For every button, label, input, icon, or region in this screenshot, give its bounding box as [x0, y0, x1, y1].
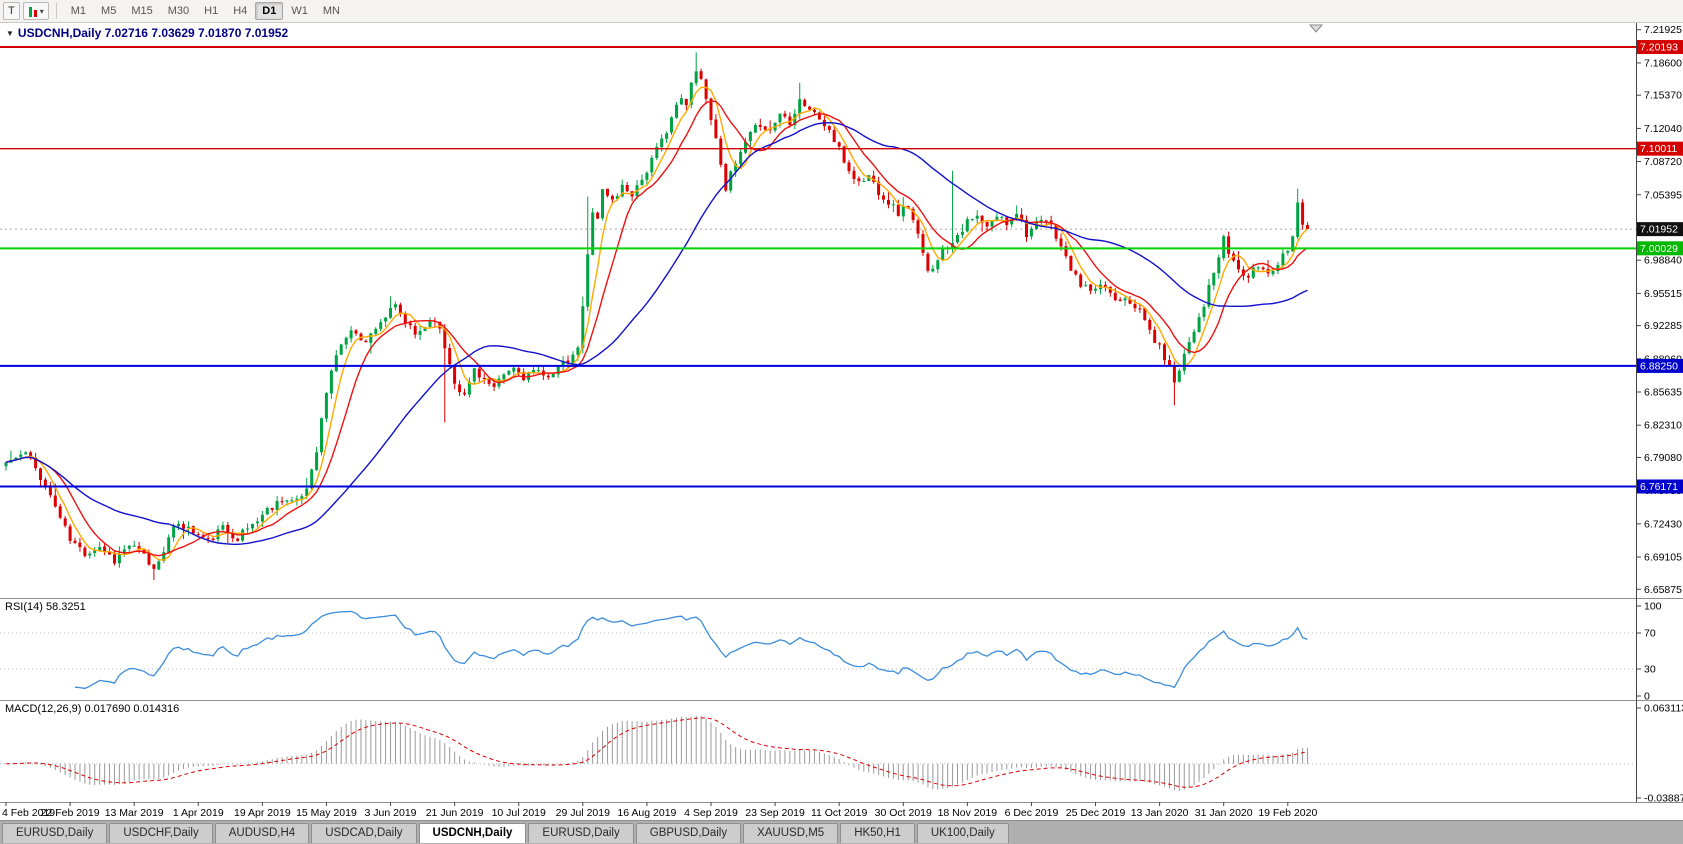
collapse-triangle-icon[interactable]: ▼: [6, 29, 14, 38]
svg-text:15 May 2019: 15 May 2019: [296, 807, 357, 819]
svg-text:13 Jan 2020: 13 Jan 2020: [1131, 807, 1189, 819]
svg-text:31 Jan 2020: 31 Jan 2020: [1195, 807, 1253, 819]
chart-canvas[interactable]: 7.21925 7.18600 7.15370 7.12040 7.08720 7.053…: [0, 0, 1683, 820]
svg-text:6.65875: 6.65875: [1644, 584, 1682, 596]
toolbar-button-t[interactable]: T: [3, 2, 20, 20]
top-toolbar: T ▾ M1 M5 M15 M30 H1 H4 D1 W1 MN: [0, 0, 1683, 23]
svg-text:6.85635: 6.85635: [1644, 387, 1682, 399]
timeframe-buttons: M1 M5 M15 M30 H1 H4 D1 W1 MN: [64, 2, 347, 20]
timeframe-button-w1[interactable]: W1: [284, 2, 315, 20]
chart-tab-5-eurusd-daily[interactable]: EURUSD,Daily: [528, 823, 634, 843]
svg-text:25 Dec 2019: 25 Dec 2019: [1066, 807, 1126, 819]
timeframe-button-m30[interactable]: M30: [161, 2, 196, 20]
ma-10-line: [5, 100, 1308, 557]
rsi-line: [74, 610, 1308, 690]
svg-text:7.12040: 7.12040: [1644, 123, 1682, 135]
ma-34-line: [5, 121, 1308, 545]
svg-text:-0.038872: -0.038872: [1644, 793, 1683, 805]
toolbar-separator: [55, 3, 57, 19]
svg-text:7.05395: 7.05395: [1644, 189, 1682, 201]
svg-text:7.10011: 7.10011: [1640, 143, 1677, 155]
price-axis-labels: 7.21925 7.18600 7.15370 7.12040 7.08720 7.053…: [1636, 24, 1682, 596]
svg-text:23 Sep 2019: 23 Sep 2019: [745, 807, 805, 819]
chart-tab-9-uk100-daily[interactable]: UK100,Daily: [916, 823, 1009, 843]
chart-objects-dropdown-button[interactable]: ▾: [22, 2, 49, 20]
candles-layer: [4, 52, 1309, 580]
svg-text:19 Feb 2020: 19 Feb 2020: [1258, 807, 1317, 819]
rsi-pane: 100 70 30 0: [0, 601, 1662, 703]
macd-pane: 0.063113 -0.038872: [0, 703, 1683, 805]
svg-text:1 Apr 2019: 1 Apr 2019: [173, 807, 224, 819]
svg-text:0.063113: 0.063113: [1644, 703, 1683, 715]
symbol-ohlc-label: USDCNH,Daily 7.02716 7.03629 7.01870 7.0…: [17, 26, 289, 40]
svg-text:6.98840: 6.98840: [1644, 255, 1682, 267]
chart-shift-marker-icon[interactable]: [1308, 24, 1324, 33]
timeframe-button-d1[interactable]: D1: [255, 2, 284, 20]
svg-text:22 Feb 2019: 22 Feb 2019: [41, 807, 100, 819]
svg-text:6.76171: 6.76171: [1640, 481, 1678, 493]
svg-text:6.72430: 6.72430: [1644, 518, 1682, 530]
chevron-down-icon: ▾: [39, 6, 44, 16]
timeframe-button-mn[interactable]: MN: [316, 2, 347, 20]
svg-text:16 Aug 2019: 16 Aug 2019: [617, 807, 676, 819]
rsi-indicator-label: RSI(14) 58.3251: [5, 601, 86, 613]
candles-icon: [28, 6, 38, 17]
timeframe-button-m15[interactable]: M15: [124, 2, 159, 20]
svg-text:6.88250: 6.88250: [1640, 360, 1678, 372]
svg-text:29 Jul 2019: 29 Jul 2019: [556, 807, 610, 819]
chart-tab-7-xauusd-m5[interactable]: XAUUSD,M5: [743, 823, 839, 843]
macd-indicator-label: MACD(12,26,9) 0.017690 0.014316: [5, 703, 180, 715]
price-axis-badges: 7.20193 7.10011 7.01952 7.00029 6.88250 6.761…: [1637, 40, 1683, 494]
level-lines-layer: [0, 46, 1636, 488]
svg-text:11 Oct 2019: 11 Oct 2019: [811, 807, 868, 819]
timeframe-button-h1[interactable]: H1: [197, 2, 225, 20]
svg-text:3 Jun 2019: 3 Jun 2019: [365, 807, 417, 819]
svg-text:70: 70: [1644, 628, 1656, 640]
svg-text:6.95515: 6.95515: [1644, 288, 1682, 300]
svg-text:4 Sep 2019: 4 Sep 2019: [684, 807, 738, 819]
svg-text:7.08720: 7.08720: [1644, 156, 1682, 168]
svg-text:4 Feb 2019: 4 Feb 2019: [2, 807, 55, 819]
svg-text:7.18600: 7.18600: [1644, 57, 1682, 69]
svg-text:18 Nov 2019: 18 Nov 2019: [938, 807, 998, 819]
chart-tab-6-gbpusd-daily[interactable]: GBPUSD,Daily: [635, 823, 742, 843]
svg-text:6.69105: 6.69105: [1644, 552, 1682, 564]
svg-text:30 Oct 2019: 30 Oct 2019: [875, 807, 932, 819]
chart-tab-3-usdcad-daily[interactable]: USDCAD,Daily: [311, 823, 417, 843]
svg-text:30: 30: [1644, 664, 1656, 676]
chart-tab-0-eurusd-daily[interactable]: EURUSD,Daily: [2, 823, 108, 843]
svg-text:6.79080: 6.79080: [1644, 452, 1682, 464]
timeframe-button-h4[interactable]: H4: [226, 2, 254, 20]
svg-text:7.21925: 7.21925: [1644, 24, 1682, 36]
svg-text:7.01952: 7.01952: [1640, 224, 1678, 236]
chart-tab-2-audusd-h4[interactable]: AUDUSD,H4: [214, 823, 310, 843]
chart-tab-4-usdcnh-daily[interactable]: USDCNH,Daily: [418, 823, 527, 843]
svg-text:7.20193: 7.20193: [1640, 42, 1678, 54]
svg-text:7.15370: 7.15370: [1644, 90, 1682, 102]
chart-tab-1-usdchf-daily[interactable]: USDCHF,Daily: [109, 823, 213, 843]
svg-text:7.00029: 7.00029: [1640, 243, 1678, 255]
svg-text:19 Apr 2019: 19 Apr 2019: [234, 807, 291, 819]
svg-text:6 Dec 2019: 6 Dec 2019: [1005, 807, 1059, 819]
svg-text:6.92285: 6.92285: [1644, 320, 1682, 332]
timeframe-button-m1[interactable]: M1: [64, 2, 93, 20]
svg-text:6.82310: 6.82310: [1644, 420, 1682, 432]
svg-text:10 Jul 2019: 10 Jul 2019: [492, 807, 546, 819]
svg-text:100: 100: [1644, 601, 1662, 613]
chart-tab-8-hk50-h1[interactable]: HK50,H1: [840, 823, 915, 843]
pane-separators[interactable]: [0, 598, 1683, 803]
moving-averages-layer: [5, 86, 1308, 561]
svg-text:13 Mar 2019: 13 Mar 2019: [105, 807, 164, 819]
svg-text:21 Jun 2019: 21 Jun 2019: [426, 807, 484, 819]
chart-tabs-bar: EURUSD,Daily USDCHF,Daily AUDUSD,H4 USDCAD,…: [0, 820, 1683, 844]
timeframe-button-m5[interactable]: M5: [94, 2, 123, 20]
svg-text:0: 0: [1644, 691, 1650, 703]
ma-5-line: [5, 86, 1308, 561]
chart-header: ▼ USDCNH,Daily 7.02716 7.03629 7.01870 7.…: [6, 26, 288, 40]
